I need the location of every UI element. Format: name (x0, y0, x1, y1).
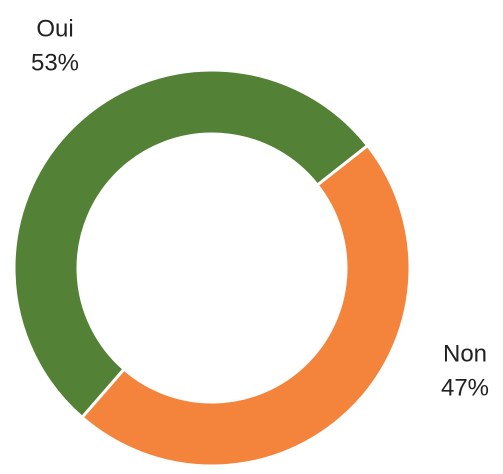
donut-slice (79, 143, 412, 468)
value-label: 47% (441, 374, 489, 401)
category-label: Oui (36, 15, 73, 42)
value-label: 53% (31, 49, 79, 76)
category-label: Non (443, 340, 487, 367)
donut-slice (12, 68, 370, 420)
